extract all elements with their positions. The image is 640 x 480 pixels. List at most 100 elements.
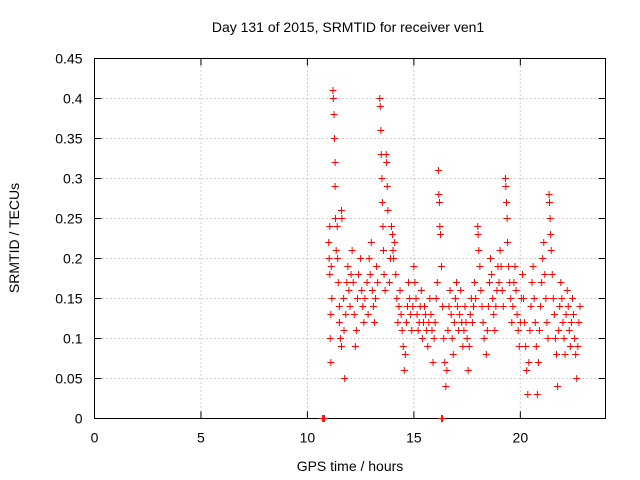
data-point [355,271,363,278]
data-point [474,231,482,238]
data-point [436,231,444,238]
data-point [399,343,407,350]
data-point [575,319,583,326]
data-point [447,311,455,318]
data-point [395,303,403,310]
data-point [522,343,530,350]
data-point [425,319,433,326]
data-point [450,319,458,326]
data-point [504,239,512,246]
data-point [337,343,345,350]
data-point [353,295,361,302]
data-point [538,279,546,286]
data-point [364,311,372,318]
grid [94,58,606,419]
data-point [439,303,447,310]
data-point [360,319,368,326]
data-point [341,375,349,382]
y-axis-label: SRMTID / TECUs [6,183,22,293]
data-point [391,239,399,246]
data-point [568,295,576,302]
data-point [390,255,398,262]
data-point [510,279,518,286]
data-point [329,95,337,102]
data-point [342,311,350,318]
data-point [478,303,486,310]
data-point [330,111,338,118]
data-point [534,359,542,366]
data-point [394,319,402,326]
data-point [564,303,572,310]
data-point [533,391,541,398]
data-point [436,223,444,230]
data-point [340,327,348,334]
data-point [359,303,367,310]
data-point [332,215,340,222]
data-point [325,255,333,262]
data-point [535,327,543,334]
data-point [489,295,497,302]
data-point [352,327,360,334]
data-point [518,271,526,278]
data-point [383,159,391,166]
data-point [547,231,555,238]
data-point [557,279,565,286]
data-point [336,335,344,342]
data-point [507,295,515,302]
data-point [541,271,549,278]
data-point [348,247,356,254]
data-point [466,311,474,318]
data-point [480,335,488,342]
data-point [446,287,454,294]
data-point [402,319,410,326]
data-point [329,87,337,94]
data-point [398,327,406,334]
data-point [424,343,432,350]
data-point [560,335,568,342]
data-point [549,295,557,302]
plot-frame [94,58,606,419]
data-point [462,319,470,326]
data-point [576,303,584,310]
data-point [482,351,490,358]
data-point [382,151,390,158]
data-point [499,303,507,310]
data-point [334,255,342,262]
data-point [572,351,580,358]
data-point [337,207,345,214]
data-point [370,319,378,326]
data-point [357,255,365,262]
data-point [388,223,396,230]
data-point [409,303,417,310]
y-tick-label: 0.05 [55,371,82,387]
data-point [335,319,343,326]
data-point [393,295,401,302]
data-point [320,415,328,422]
data-point [346,303,354,310]
data-point [503,215,511,222]
data-point [542,295,550,302]
data-point [333,223,341,230]
data-point [330,135,338,142]
data-point [358,287,366,294]
data-point [461,303,469,310]
data-point [396,287,404,294]
data-point [524,391,532,398]
data-point [526,327,534,334]
data-point [338,215,346,222]
data-point [485,279,493,286]
data-point [444,327,452,334]
data-point [374,279,382,286]
data-point [527,303,535,310]
data-point [442,383,450,390]
data-point [413,311,421,318]
data-point [430,335,438,342]
data-point [406,295,414,302]
data-point [459,343,467,350]
chart-title: Day 131 of 2015, SRMTID for receiver ven… [212,19,485,35]
data-point [505,263,513,270]
data-point [408,327,416,334]
data-point [345,287,353,294]
data-point [543,319,551,326]
data-point [464,367,472,374]
